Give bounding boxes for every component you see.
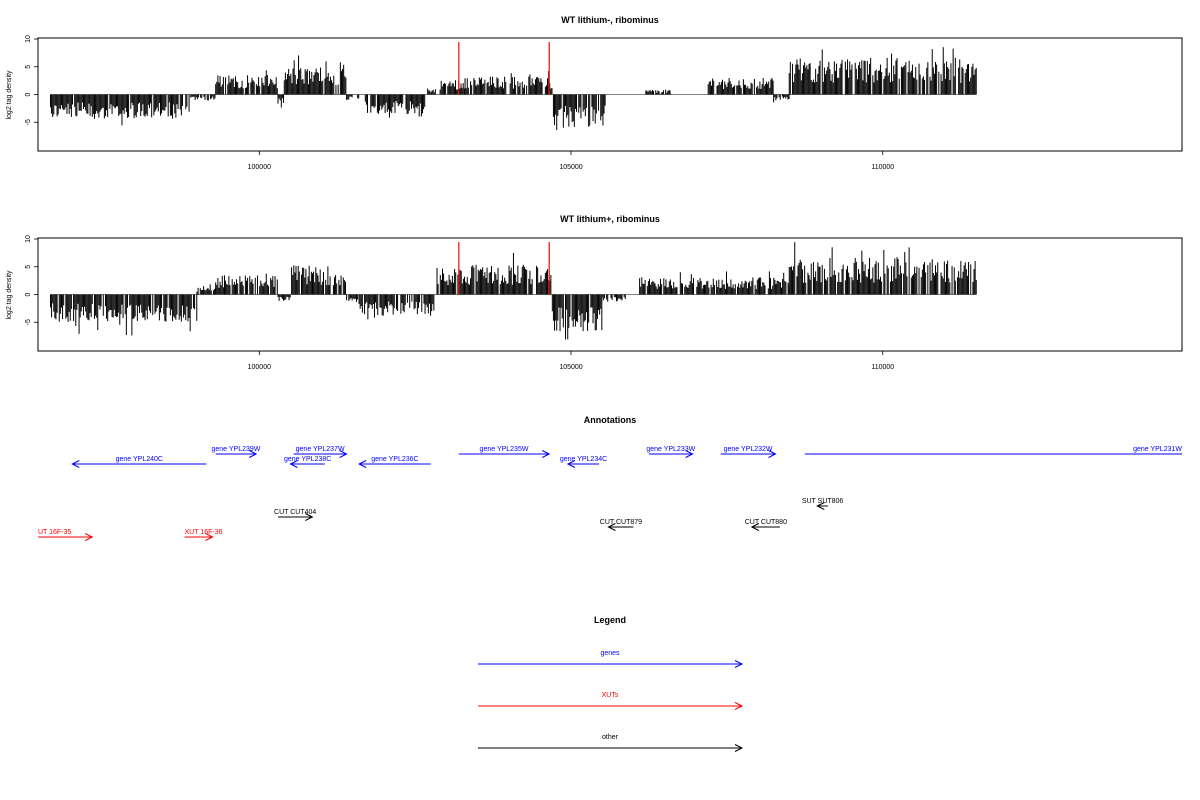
feature-label: gene YPL232W [724, 446, 773, 453]
y-tick-label: 0 [25, 92, 32, 96]
feature-label: gene YPL238C [284, 456, 331, 463]
arrow-head [71, 460, 80, 468]
y-tick-label: 0 [25, 292, 32, 296]
arrow-head [289, 460, 298, 468]
feature-label: gene YPL236C [371, 456, 418, 463]
x-tick-label: 105000 [559, 164, 582, 171]
annotations-title: Annotations [584, 415, 637, 425]
feature-label: CUT CUT880 [745, 519, 787, 526]
feature-label: gene YPL231W [1133, 446, 1182, 453]
x-tick-label: 100000 [248, 164, 271, 171]
feature-label: gene YPL233W [646, 446, 695, 453]
y-tick-label: -5 [25, 119, 32, 125]
arrow-head [607, 523, 616, 531]
arrow-head [734, 660, 744, 668]
legend-title: Legend [594, 615, 626, 625]
density-bars [49, 47, 977, 131]
y-axis-label: log2 tag density [6, 70, 13, 120]
y-tick-label: 5 [25, 65, 32, 69]
x-tick-label: 110000 [871, 364, 894, 371]
y-tick-label: 5 [25, 265, 32, 269]
feature-label: gene YPL240C [116, 456, 163, 463]
arrow-head [85, 533, 94, 541]
legend-label: genes [600, 650, 620, 657]
arrow-head [768, 450, 777, 458]
legend-label: XUTs [602, 692, 619, 699]
y-axis-label: log2 tag density [6, 270, 13, 320]
x-tick-label: 100000 [248, 364, 271, 371]
feature-label: SUT SUT806 [802, 498, 844, 505]
arrow-head [750, 523, 760, 531]
arrow-head [305, 513, 314, 521]
region-markers [458, 242, 550, 295]
track-title: WT lithium-, ribominus [561, 15, 659, 25]
y-axis: 10 5 0 -5 [25, 35, 38, 125]
arrow-head [734, 702, 744, 710]
arrow-head [685, 450, 694, 458]
track-title: WT lithium+, ribominus [560, 214, 660, 224]
legend-items: genes XUTs other [478, 650, 744, 752]
x-tick-label: 105000 [559, 364, 582, 371]
arrow-head [566, 460, 576, 468]
feature-label: CUT CUT879 [600, 519, 642, 526]
feature-label: gene YPL239W [211, 446, 260, 453]
region-markers [458, 42, 550, 95]
track-panel-lithium-plus: WT lithium+, ribominus log2 tag density … [6, 214, 1183, 371]
x-axis: 100000 105000 110000 [248, 351, 894, 371]
feature-label: UT 16F-35 [38, 529, 71, 536]
x-tick-label: 110000 [871, 164, 894, 171]
legend-label: other [602, 734, 619, 741]
feature-arrows: gene YPL240C gene YPL239W gene YPL237W gene… [38, 446, 1182, 541]
arrow-head [357, 460, 367, 468]
arrow-head [734, 744, 744, 752]
y-axis: 10 5 0 -5 [25, 235, 38, 325]
arrow-head [541, 450, 551, 458]
feature-label: gene YPL235W [480, 446, 529, 453]
feature-label: gene YPL234C [560, 456, 607, 463]
y-tick-label: -5 [25, 319, 32, 325]
legend-panel: Legend genes XUTs other [478, 615, 744, 752]
x-axis: 100000 105000 110000 [248, 151, 894, 171]
arrow-head [205, 533, 214, 541]
feature-label: gene YPL237W [296, 446, 345, 453]
y-tick-label: 10 [25, 35, 32, 43]
arrow-head [816, 502, 825, 510]
feature-label: CUT CUT404 [274, 509, 316, 516]
density-bars [49, 242, 977, 340]
arrow-head [248, 450, 258, 458]
arrow-head [339, 450, 348, 458]
feature-label: XUT 16F-36 [185, 529, 223, 536]
track-panel-lithium-minus: WT lithium-, ribominus log2 tag density … [6, 15, 1183, 171]
y-tick-label: 10 [25, 235, 32, 243]
